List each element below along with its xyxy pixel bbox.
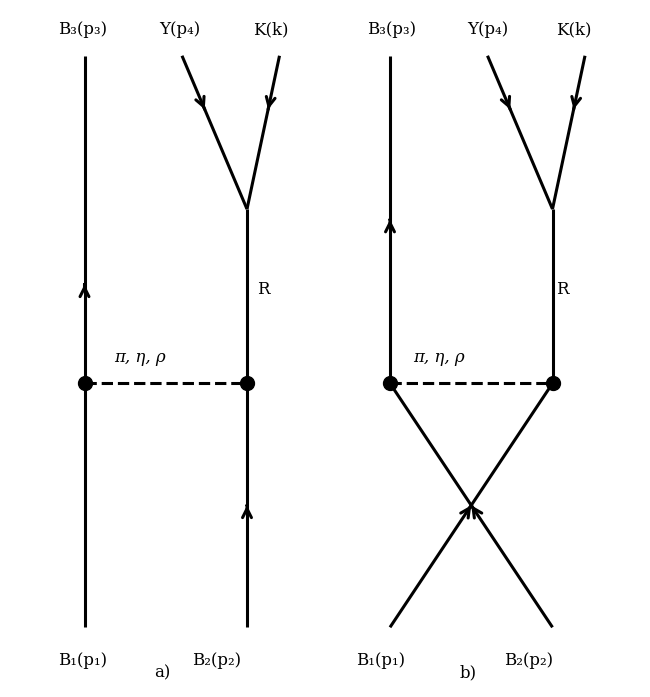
Text: π, η, ρ: π, η, ρ bbox=[413, 349, 464, 366]
Point bbox=[242, 378, 252, 389]
Text: K(k): K(k) bbox=[254, 22, 289, 38]
Text: b): b) bbox=[460, 665, 476, 682]
Text: a): a) bbox=[154, 665, 171, 682]
Text: B₁(p₁): B₁(p₁) bbox=[58, 652, 108, 668]
Text: K(k): K(k) bbox=[556, 22, 592, 38]
Text: B₂(p₂): B₂(p₂) bbox=[192, 652, 241, 668]
Text: π, η, ρ: π, η, ρ bbox=[114, 349, 165, 366]
Text: R: R bbox=[257, 281, 269, 298]
Text: B₃(p₃): B₃(p₃) bbox=[58, 22, 108, 38]
Text: B₃(p₃): B₃(p₃) bbox=[367, 22, 417, 38]
Text: Y(p₄): Y(p₄) bbox=[467, 22, 508, 38]
Point bbox=[79, 378, 90, 389]
Text: B₁(p₁): B₁(p₁) bbox=[356, 652, 406, 668]
Point bbox=[385, 378, 395, 389]
Text: B₂(p₂): B₂(p₂) bbox=[504, 652, 553, 668]
Point bbox=[547, 378, 558, 389]
Text: R: R bbox=[556, 281, 568, 298]
Text: Y(p₄): Y(p₄) bbox=[159, 22, 200, 38]
